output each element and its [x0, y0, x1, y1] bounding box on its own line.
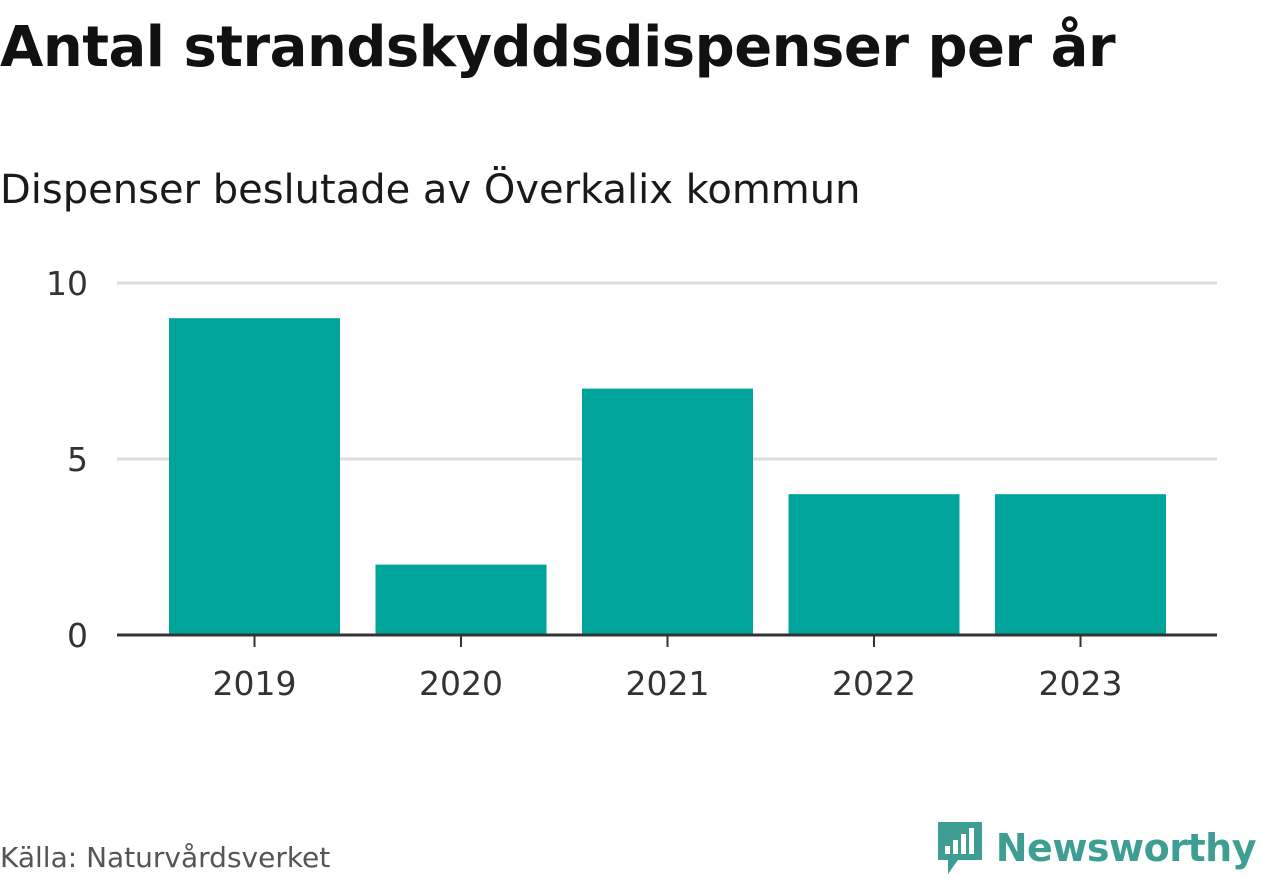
x-tick-label: 2021 [626, 664, 710, 703]
x-tick-label: 2022 [832, 664, 916, 703]
bar-2019 [169, 318, 340, 635]
y-axis-tick-labels: 0 5 10 [46, 264, 88, 655]
chart-title: Antal strandskyddsdispenser per år [0, 15, 1116, 80]
chart-subtitle: Dispenser beslutade av Överkalix kommun [0, 167, 861, 213]
x-axis-tick-labels: 2019 2020 2021 2022 2023 [213, 664, 1123, 703]
bar-2023 [995, 494, 1166, 635]
bar-2021 [582, 388, 753, 635]
y-tick-label: 0 [67, 616, 88, 655]
bars [169, 318, 1166, 635]
brand-logo: Newsworthy [936, 820, 1257, 876]
y-tick-label: 5 [67, 440, 88, 479]
bar-2022 [788, 494, 960, 635]
x-tick-label: 2023 [1039, 664, 1123, 703]
x-tick-label: 2019 [213, 664, 297, 703]
y-tick-label: 10 [46, 264, 88, 303]
source-note: Källa: Naturvårdsverket [0, 841, 331, 874]
x-tick-label: 2020 [419, 664, 503, 703]
bar-2020 [375, 564, 547, 635]
brand-name: Newsworthy [995, 826, 1257, 870]
bar-chart-speech-bubble-icon [937, 822, 982, 874]
x-axis-ticks [253, 635, 1082, 647]
